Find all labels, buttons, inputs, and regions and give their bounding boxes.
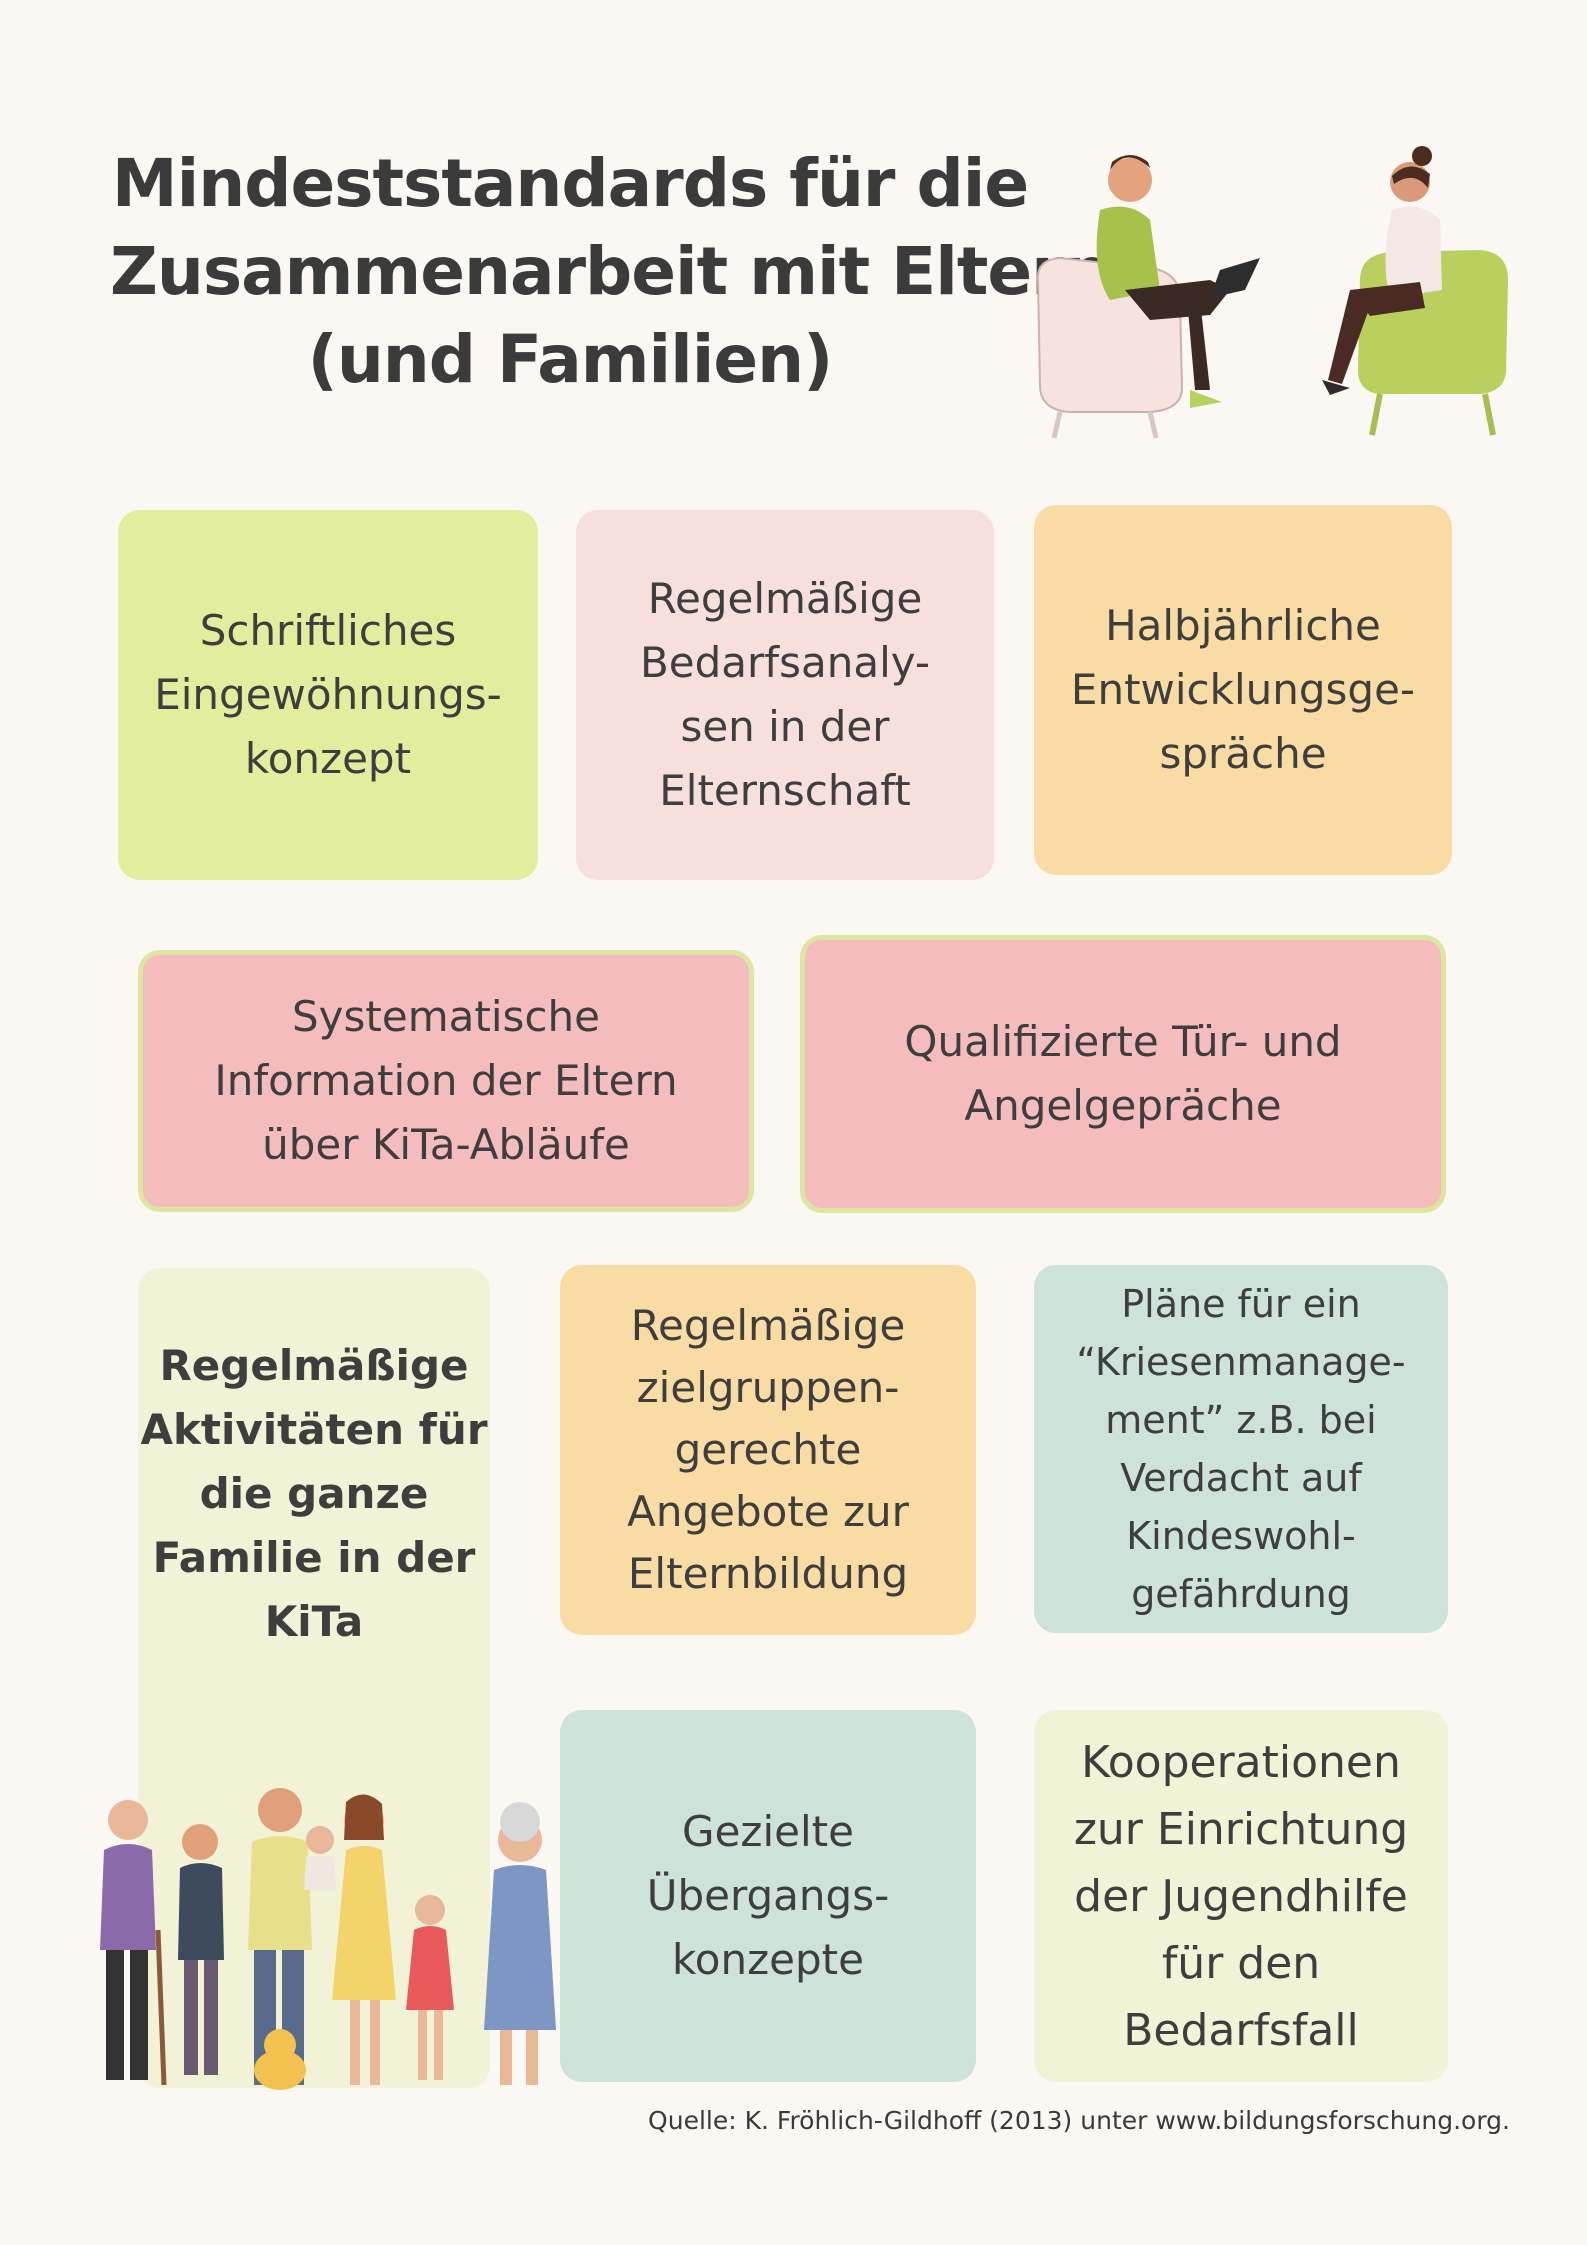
family-group-icon <box>100 1788 556 2090</box>
card-tuer-und-angelgespraeche: Qualifizierte Tür- und Angelgepräche <box>800 935 1446 1213</box>
card-information-eltern: Systematische Information der Eltern übe… <box>138 950 754 1212</box>
source-citation: Quelle: K. Fröhlich-Gildhoff (2013) unte… <box>648 2106 1510 2135</box>
title-line-3: (und Familien) <box>307 321 834 398</box>
card-entwicklungsgespraeche: Halbjährliche Entwicklungsge- spräche <box>1034 505 1452 875</box>
card-eingewoehnungskonzept: Schriftliches Eingewöhnungs- konzept <box>118 510 538 880</box>
card-krisenmanagement: Pläne für ein “Kriesenmanage- ment” z.B.… <box>1034 1265 1448 1633</box>
card-elternbildung: Regelmäßige zielgruppen- gerechte Angebo… <box>560 1265 976 1635</box>
title-line-2: Zusammenarbeit mit Eltern <box>110 233 1110 310</box>
page-title: Mindeststandards für die Zusammenarbeit … <box>110 140 1110 404</box>
counseling-conversation-icon <box>1036 146 1508 439</box>
card-uebergangskonzepte: Gezielte Übergangs- konzepte <box>560 1710 976 2082</box>
card-kooperationen-jugendhilfe: Kooperationen zur Einrichtung der Jugend… <box>1034 1710 1448 2082</box>
title-line-1: Mindeststandards für die <box>111 145 1029 222</box>
card-bedarfsanalysen: Regelmäßige Bedarfsanaly- sen in der Elt… <box>576 510 994 880</box>
